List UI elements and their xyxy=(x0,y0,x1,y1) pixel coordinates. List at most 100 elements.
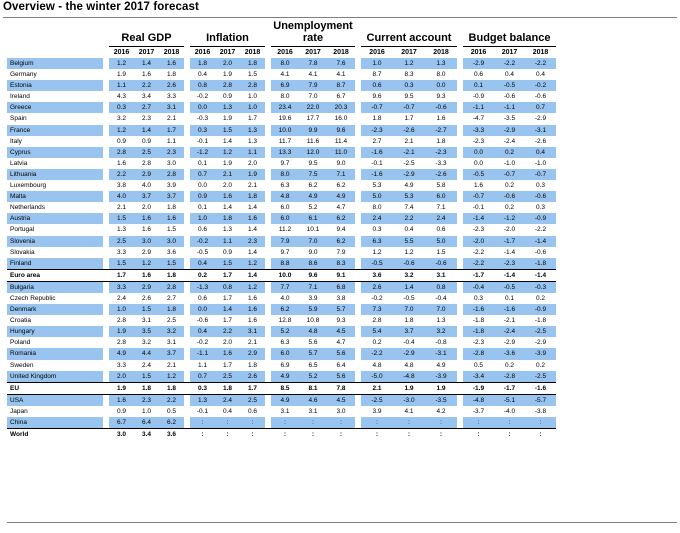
country-name: Luxembourg xyxy=(10,182,47,190)
table-cell: 8.1 xyxy=(299,381,327,395)
year-header: 2018 xyxy=(433,49,449,56)
table-cell: 7.0 xyxy=(425,304,457,316)
table-cell: 1.4 xyxy=(222,137,233,145)
table-cell: 1.8 xyxy=(247,361,258,369)
table-cell: 1.4 xyxy=(247,226,258,234)
country-name: Estonia xyxy=(7,80,103,92)
table-cell: 2.6 xyxy=(159,80,184,92)
table-cell: 19.6 xyxy=(278,115,292,123)
table-cell: -2.2 xyxy=(463,257,494,270)
table-cell: 4.8 xyxy=(372,361,382,369)
table-cell: 0.0 xyxy=(197,182,208,190)
table-cell: 0.9 xyxy=(190,191,215,203)
table-cell: -2.6 xyxy=(393,124,425,136)
table-cell: 1.4 xyxy=(215,304,240,316)
table-cell: 1.3 xyxy=(247,137,258,145)
table-cell: 3.0 xyxy=(159,235,184,247)
table-cell: -3.7 xyxy=(472,407,485,415)
table-cell: 1.2 xyxy=(240,257,265,270)
table-cell: 1.1 xyxy=(197,361,208,369)
table-cell: -5.1 xyxy=(494,393,525,406)
table-cell: 1.8 xyxy=(404,317,414,325)
table-cell: 0.0 xyxy=(463,146,494,158)
table-cell: 0.2 xyxy=(372,339,382,347)
table-cell: 1.1 xyxy=(240,146,265,158)
table-cell: 0.0 xyxy=(190,304,215,316)
table-cell: -0.7 xyxy=(494,168,525,181)
table-cell: 7.5 xyxy=(299,168,327,181)
table-cell: 7.9 xyxy=(271,235,299,247)
table-cell: 3.2 xyxy=(393,268,425,282)
table-cell: -3.5 xyxy=(503,115,516,123)
table-cell: -1.7 xyxy=(494,235,525,247)
table-cell: -0.7 xyxy=(361,102,393,114)
table-cell: 4.7 xyxy=(336,339,346,347)
table-cell: 4.8 xyxy=(404,361,414,369)
table-cell: : xyxy=(327,428,355,441)
table-cell: 2.9 xyxy=(240,348,265,360)
table-cell: 7.1 xyxy=(327,168,355,181)
table-cell: : xyxy=(361,417,393,429)
table-cell: -2.3 xyxy=(425,146,457,158)
table-cell: 3.2 xyxy=(159,326,184,338)
table-cell: 0.3 xyxy=(109,102,134,114)
country-name: Italy xyxy=(10,137,22,145)
table-cell: 0.0 xyxy=(425,80,457,92)
table-cell: 6.5 xyxy=(308,361,318,369)
table-cell: 6.7 xyxy=(336,93,346,101)
table-cell: 2.1 xyxy=(404,137,414,145)
table-cell: -1.6 xyxy=(494,304,525,316)
table-cell: 1.5 xyxy=(134,304,159,316)
table-cell: -0.7 xyxy=(525,168,556,181)
table-row: Luxembourg 3.8 4.0 3.9 0.0 2.0 2.1 6.3 6.2 6.2 5.3… xyxy=(7,180,556,191)
country-name: Belgium xyxy=(7,58,103,70)
table-cell: -2.4 xyxy=(494,326,525,338)
table-cell: -2.4 xyxy=(503,137,516,145)
table-cell: 0.5 xyxy=(166,407,177,415)
table-cell: 1.6 xyxy=(159,213,184,225)
table-cell: 4.9 xyxy=(271,370,299,383)
column-gap xyxy=(355,393,361,406)
table-cell: 3.7 xyxy=(159,191,184,203)
table-cell: -1.9 xyxy=(463,381,494,395)
table-cell: 0.7 xyxy=(525,102,556,114)
table-cell: 1.6 xyxy=(141,226,152,234)
table-cell: -0.5 xyxy=(494,80,525,92)
table-cell: 0.2 xyxy=(504,182,515,190)
table-cell: -0.6 xyxy=(525,191,556,203)
table-cell: -1.1 xyxy=(463,102,494,114)
table-cell: 1.6 xyxy=(134,213,159,225)
country-name: Greece xyxy=(7,102,103,114)
table-cell: 1.8 xyxy=(190,58,215,70)
table-cell: -1.6 xyxy=(525,381,556,395)
table-cell: 4.3 xyxy=(116,93,127,101)
table-cell: 1.4 xyxy=(247,248,258,256)
table-cell: 2.4 xyxy=(141,361,152,369)
column-gap xyxy=(265,268,271,282)
table-cell: 1.3 xyxy=(240,124,265,136)
table-cell: 1.6 xyxy=(215,348,240,360)
table-cell: : xyxy=(525,417,556,429)
table-cell: 4.0 xyxy=(109,191,134,203)
table-cell: -1.1 xyxy=(494,102,525,114)
table-cell: -1.8 xyxy=(472,317,485,325)
table-cell: 1.2 xyxy=(240,280,265,293)
table-cell: -5.0 xyxy=(361,370,393,383)
table-cell: -1.4 xyxy=(494,268,525,282)
table-cell: 1.1 xyxy=(166,137,177,145)
table-cell: 0.5 xyxy=(473,361,484,369)
table-cell: 2.2 xyxy=(109,168,134,181)
group-inflation: Inflation xyxy=(190,20,265,47)
table-cell: 2.1 xyxy=(166,115,177,123)
table-cell: 1.9 xyxy=(109,326,134,338)
table-cell: 2.1 xyxy=(361,381,393,395)
table-cell: 0.0 xyxy=(473,159,484,167)
table-cell: 4.9 xyxy=(271,393,299,406)
table-cell: 7.9 xyxy=(299,80,327,92)
table-cell: : xyxy=(215,428,240,441)
table-cell: -0.1 xyxy=(371,159,383,167)
table-cell: 2.8 xyxy=(116,339,127,347)
table-cell: -0.9 xyxy=(525,213,556,225)
table-cell: -1.2 xyxy=(190,146,215,158)
table-cell: -2.9 xyxy=(463,58,494,70)
